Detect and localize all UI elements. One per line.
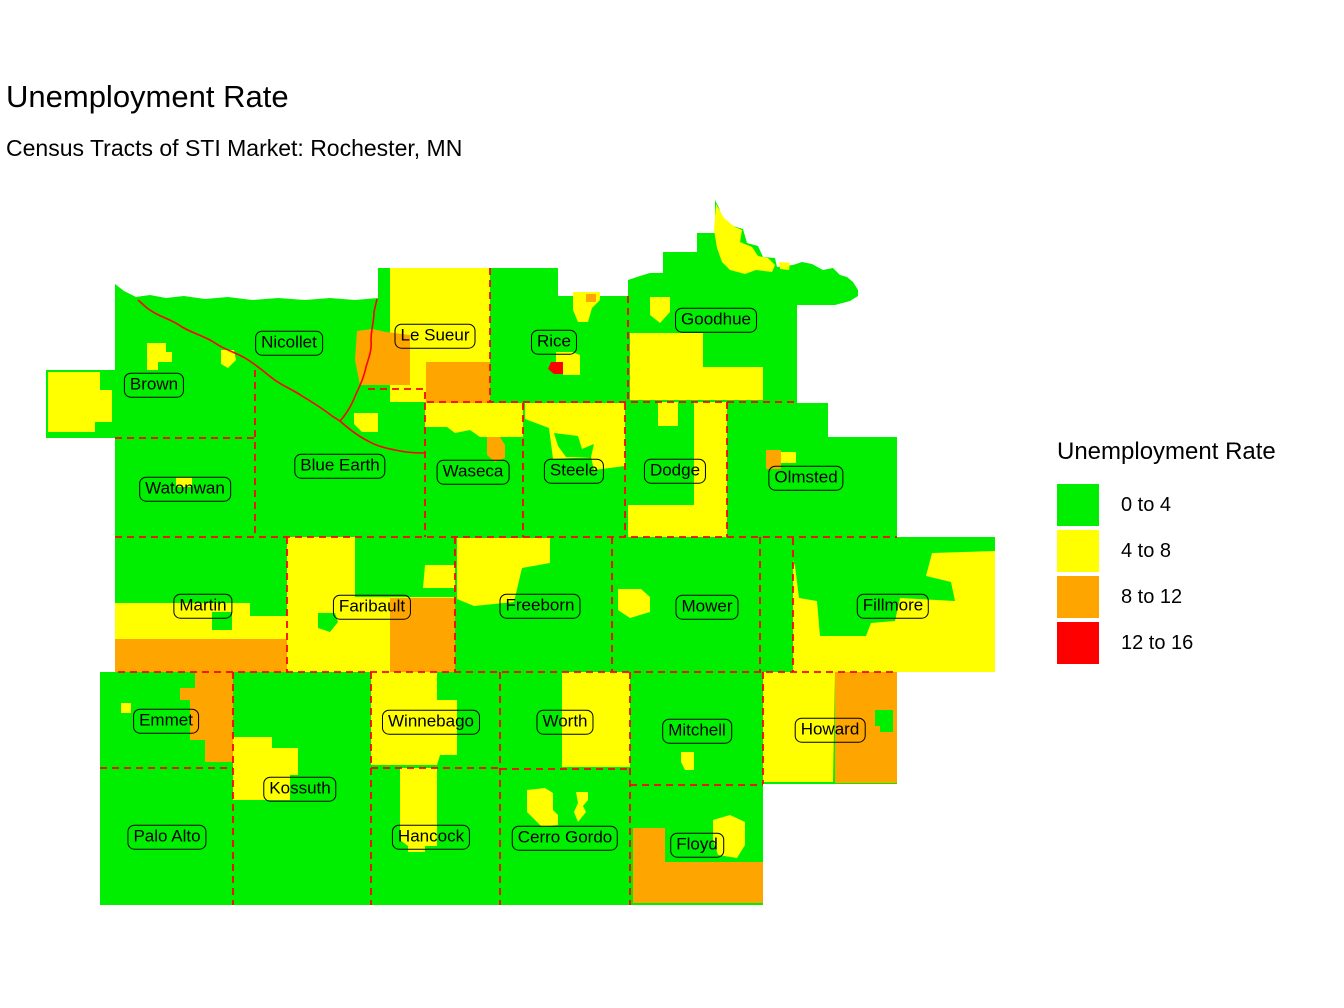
page-title: Unemployment Rate	[6, 79, 289, 114]
county-label: Winnebago	[381, 709, 481, 735]
legend-item: 12 to 16	[1057, 622, 1276, 664]
county-label: Fillmore	[856, 593, 930, 619]
county-label: Kossuth	[263, 776, 337, 802]
page-subtitle: Census Tracts of STI Market: Rochester, …	[6, 135, 463, 161]
county-label: Steele	[543, 458, 605, 484]
county-label: Goodhue	[675, 307, 757, 333]
county-label: Hancock	[391, 824, 471, 850]
legend-item: 4 to 8	[1057, 530, 1276, 572]
river-line	[137, 298, 426, 454]
tract-layer-green-overlay2	[875, 710, 893, 732]
county-label: Mitchell	[662, 718, 732, 744]
county-label: Emmet	[133, 708, 199, 734]
county-label: Mower	[675, 594, 739, 620]
county-label: Faribault	[332, 594, 412, 620]
county-label: Worth	[536, 709, 594, 735]
county-label: Floyd	[670, 832, 724, 858]
county-boundaries	[100, 268, 897, 905]
county-label: Blue Earth	[294, 453, 386, 479]
county-label: Dodge	[643, 458, 707, 484]
legend-item: 8 to 12	[1057, 576, 1276, 618]
legend-label: 12 to 16	[1121, 631, 1194, 654]
legend-label: 8 to 12	[1121, 585, 1183, 608]
county-label: Palo Alto	[127, 824, 207, 850]
legend-swatch	[1057, 530, 1099, 572]
legend-swatch	[1057, 484, 1099, 526]
county-label: Cerro Gordo	[511, 825, 619, 851]
legend-label: 0 to 4	[1121, 493, 1172, 516]
county-label: Waseca	[436, 459, 510, 485]
county-label: Watonwan	[139, 476, 231, 502]
county-label: Freeborn	[499, 593, 581, 619]
legend-title: Unemployment Rate	[1057, 438, 1276, 465]
legend-swatch	[1057, 576, 1099, 618]
county-label: Brown	[123, 372, 185, 398]
county-label: Martin	[173, 593, 233, 619]
tract-layer-green-overlay	[212, 433, 995, 636]
tract-layer-red	[548, 362, 563, 374]
legend-swatch	[1057, 622, 1099, 664]
county-label: Howard	[794, 717, 866, 743]
legend-item: 0 to 4	[1057, 484, 1276, 526]
county-label: Rice	[530, 329, 578, 355]
county-label: Olmsted	[768, 465, 844, 491]
county-label: Nicollet	[255, 330, 323, 356]
legend: Unemployment Rate 0 to 4 4 to 8 8 to 12 12 …	[1057, 438, 1276, 668]
county-label: Le Sueur	[394, 323, 476, 349]
legend-label: 4 to 8	[1121, 539, 1172, 562]
tract-layer-orange	[115, 294, 897, 903]
